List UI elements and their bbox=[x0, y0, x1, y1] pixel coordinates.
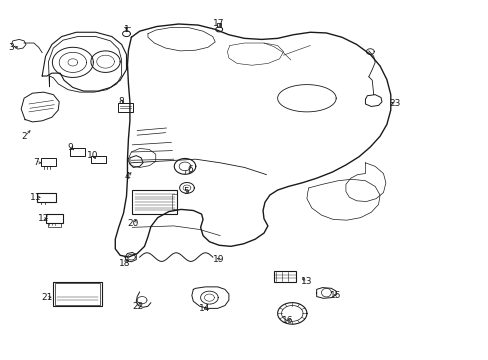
Bar bbox=[132, 190, 177, 214]
Text: 10: 10 bbox=[86, 151, 98, 160]
Text: 1: 1 bbox=[123, 25, 129, 34]
Text: 12: 12 bbox=[38, 214, 49, 223]
Text: 13: 13 bbox=[301, 276, 312, 285]
Text: 18: 18 bbox=[119, 259, 130, 268]
Bar bbox=[91, 156, 105, 163]
Text: 3: 3 bbox=[8, 43, 14, 52]
Bar bbox=[70, 148, 84, 156]
Text: 22: 22 bbox=[132, 302, 143, 311]
Text: 7: 7 bbox=[33, 158, 39, 167]
Bar bbox=[217, 23, 221, 27]
Text: 9: 9 bbox=[67, 143, 73, 152]
Text: 21: 21 bbox=[41, 293, 53, 302]
Text: 19: 19 bbox=[213, 255, 224, 264]
Text: 23: 23 bbox=[388, 99, 400, 108]
Text: 14: 14 bbox=[199, 304, 210, 313]
Text: 4: 4 bbox=[124, 172, 130, 181]
Bar bbox=[45, 214, 62, 223]
Text: 20: 20 bbox=[127, 219, 139, 228]
Text: 15: 15 bbox=[330, 291, 341, 300]
Text: 11: 11 bbox=[30, 193, 41, 202]
Bar bbox=[41, 158, 56, 166]
Bar bbox=[53, 282, 102, 306]
Text: 16: 16 bbox=[281, 316, 293, 325]
Text: 5: 5 bbox=[183, 187, 188, 196]
Bar bbox=[55, 283, 100, 305]
Text: 8: 8 bbox=[119, 97, 124, 106]
Bar bbox=[172, 194, 177, 210]
Bar bbox=[118, 103, 133, 112]
Bar bbox=[273, 271, 295, 282]
Bar bbox=[37, 193, 56, 202]
Text: 2: 2 bbox=[21, 132, 27, 141]
Bar bbox=[48, 223, 61, 227]
Text: 6: 6 bbox=[186, 166, 192, 175]
Text: 17: 17 bbox=[213, 19, 224, 28]
